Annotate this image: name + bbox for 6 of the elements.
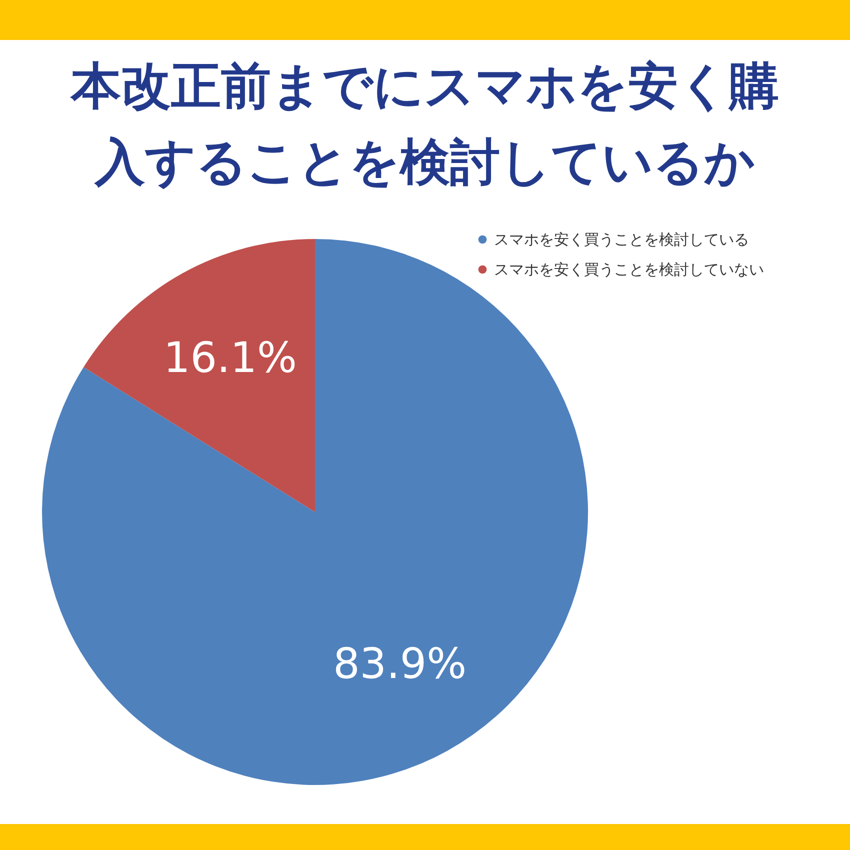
data-label: 83.9% — [333, 639, 467, 688]
pie-slice — [84, 239, 315, 512]
legend-label: スマホを安く買うことを検討している — [494, 230, 749, 248]
data-label: 16.1% — [163, 332, 297, 382]
chart-title: 本改正前までにスマホを安く購入することを検討しているか — [69, 56, 780, 193]
legend-label: スマホを安く買うことを検討していない — [494, 260, 764, 278]
